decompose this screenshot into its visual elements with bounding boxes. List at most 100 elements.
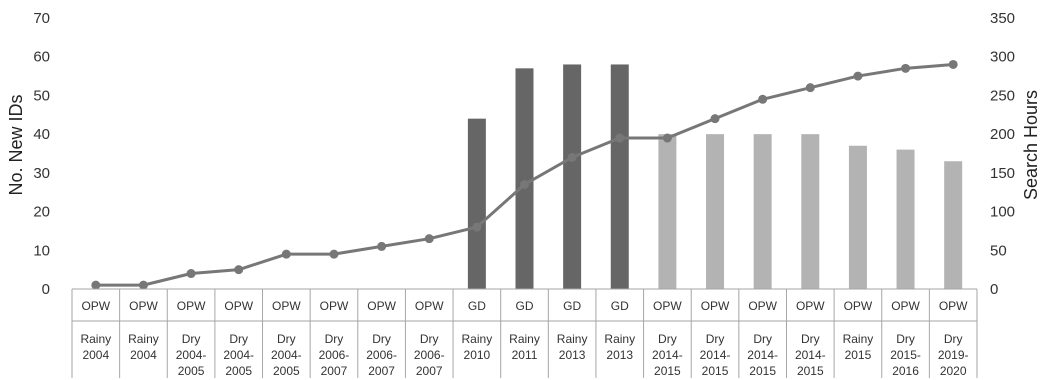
category-label: Dry: [420, 332, 439, 346]
category-group-label: GD: [563, 299, 581, 313]
category-group-label: OPW: [129, 299, 158, 313]
category-group-label: OPW: [272, 299, 301, 313]
category-label: Dry: [753, 332, 772, 346]
category-label: Dry: [706, 332, 725, 346]
bar: [944, 161, 963, 289]
category-label: 2015: [845, 348, 872, 362]
category-group-label: OPW: [367, 299, 396, 313]
category-group-label: OPW: [701, 299, 730, 313]
bar: [753, 134, 772, 289]
line-point: [138, 280, 148, 290]
y2-tick-label: 350: [990, 10, 1015, 27]
category-group-label: OPW: [224, 299, 253, 313]
category-group-label: OPW: [748, 299, 777, 313]
line-point: [91, 280, 101, 290]
category-label: 2004: [130, 348, 157, 362]
category-label: 2015: [797, 364, 824, 378]
y-tick-label: 50: [33, 87, 50, 104]
category-label: Dry: [658, 332, 677, 346]
category-label: 2016: [892, 364, 919, 378]
y-tick-label: 40: [33, 126, 50, 143]
line-point: [805, 83, 815, 93]
line-point: [901, 63, 911, 73]
y-tick-label: 30: [33, 165, 50, 182]
line-point: [377, 241, 387, 251]
category-group-label: OPW: [939, 299, 968, 313]
y2-tick-label: 300: [990, 49, 1015, 66]
category-label: 2015: [654, 364, 681, 378]
category-label: Dry: [896, 332, 915, 346]
bar: [706, 134, 725, 289]
bar: [563, 64, 582, 289]
bar: [801, 134, 820, 289]
category-label: 2004-: [176, 348, 207, 362]
category-label: Rainy: [509, 332, 540, 346]
category-label: 2011: [512, 348, 538, 362]
left-axis: 0 10 20 30 40 50 60 70: [33, 10, 50, 298]
line-point: [329, 249, 339, 259]
bar: [610, 64, 629, 289]
line-point: [281, 249, 291, 259]
category-label: 2004-: [223, 348, 254, 362]
category-label: 2004: [82, 348, 109, 362]
bar: [658, 134, 677, 289]
y-axis-label: No. New IDs: [6, 94, 26, 195]
category-group-label: OPW: [844, 299, 873, 313]
category-label: 2013: [559, 348, 586, 362]
line-point: [520, 179, 529, 189]
category-label: 2015-: [890, 348, 921, 362]
category-group-label: GD: [611, 299, 629, 313]
category-group-label: OPW: [796, 299, 825, 313]
y2-tick-label: 100: [990, 204, 1015, 221]
line-point: [234, 265, 244, 275]
category-label: 2006-: [414, 348, 445, 362]
category-label: Dry: [229, 332, 248, 346]
bar: [896, 149, 915, 289]
right-axis: 0 50 100 150 200 250 300 350: [990, 10, 1015, 298]
category-label: Dry: [182, 332, 201, 346]
category-group-label: OPW: [177, 299, 206, 313]
category-group-label: GD: [468, 299, 486, 313]
category-label: 2007: [368, 364, 395, 378]
category-label: 2005: [225, 364, 252, 378]
category-label: Rainy: [557, 332, 588, 346]
category-label: 2014-: [652, 348, 683, 362]
category-label: Dry: [944, 332, 963, 346]
category-group-label: OPW: [653, 299, 682, 313]
category-label: Dry: [325, 332, 344, 346]
category-group-label: OPW: [81, 299, 110, 313]
line-point: [186, 269, 196, 279]
category-label: 2005: [273, 364, 300, 378]
category-label: 2010: [464, 348, 491, 362]
y-tick-label: 20: [33, 204, 50, 221]
y2-tick-label: 250: [990, 87, 1015, 104]
bar: [515, 68, 534, 289]
category-label: 2019-: [938, 348, 969, 362]
bars: [467, 64, 963, 290]
line-series: [91, 59, 958, 290]
category-label: 2020: [940, 364, 967, 378]
category-label: Dry: [372, 332, 391, 346]
category-label: 2007: [321, 364, 348, 378]
y2-axis-label: Search Hours: [1021, 90, 1041, 200]
category-label: Rainy: [128, 332, 159, 346]
category-label: Rainy: [462, 332, 493, 346]
line-point: [758, 94, 768, 104]
category-label: Dry: [277, 332, 296, 346]
y2-tick-label: 150: [990, 165, 1015, 182]
y-tick-label: 60: [33, 49, 50, 66]
category-label: Rainy: [604, 332, 635, 346]
line-point: [853, 71, 863, 81]
category-label: 2015: [702, 364, 729, 378]
x-axis: OPW Rainy 2004 OPW Rainy 2004 OPW Dry 2004- 2005 O…: [71, 288, 978, 378]
line-point: [662, 133, 672, 143]
line-point: [710, 114, 720, 124]
category-label: Rainy: [843, 332, 874, 346]
bar: [467, 118, 486, 290]
line-point: [472, 222, 482, 232]
category-group-label: GD: [516, 299, 534, 313]
category-label: Dry: [801, 332, 820, 346]
category-label: 2004-: [271, 348, 302, 362]
category-group-label: OPW: [891, 299, 920, 313]
